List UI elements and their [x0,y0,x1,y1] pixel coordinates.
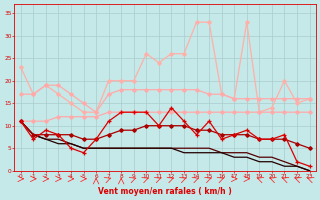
X-axis label: Vent moyen/en rafales ( km/h ): Vent moyen/en rafales ( km/h ) [98,187,232,196]
